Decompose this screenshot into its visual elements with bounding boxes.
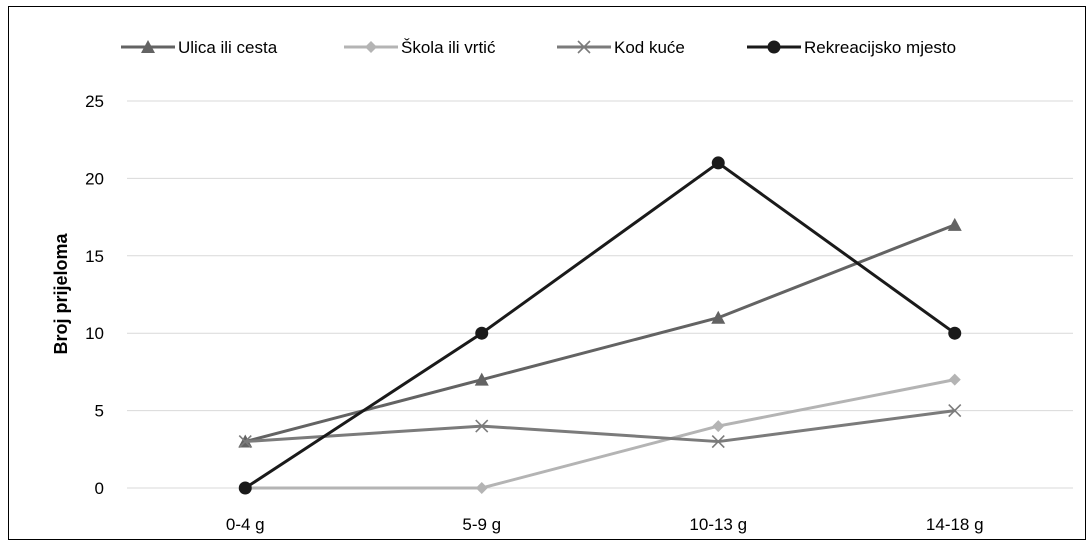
legend-label: Škola ili vrtić (401, 38, 496, 57)
legend-marker (577, 40, 591, 54)
legend-label: Rekreacijsko mjesto (804, 38, 956, 57)
series-line (245, 409, 955, 444)
data-point (475, 326, 489, 340)
y-tick-label: 10 (85, 324, 104, 343)
series-line (245, 378, 956, 490)
y-tick-labels: 0 5 10 15 20 25 (85, 92, 104, 498)
x-tick-label: 14-18 g (926, 515, 984, 534)
data-point (711, 156, 725, 170)
series-line (244, 161, 956, 490)
y-tick-label: 5 (95, 402, 104, 421)
legend-item: Ulica ili cesta (121, 38, 278, 57)
series-rekreacijsko-mjesto (238, 156, 962, 495)
x-tick-label: 5-9 g (462, 515, 501, 534)
y-tick-label: 20 (85, 169, 104, 188)
legend-marker (141, 40, 155, 53)
data-point (475, 419, 489, 433)
chart-frame (8, 6, 1086, 540)
data-point (238, 434, 252, 449)
legend-item: Škola ili vrtić (344, 38, 496, 57)
y-axis-label: Broj prijeloma (51, 233, 71, 355)
series-kod-kuce (238, 404, 962, 449)
legend-marker (767, 40, 781, 54)
legend-marker (365, 41, 377, 53)
series-group (238, 156, 962, 495)
data-point (712, 420, 725, 433)
data-point (948, 404, 962, 418)
data-point (948, 373, 961, 386)
data-point (475, 482, 488, 494)
x-tick-label: 10-13 g (689, 515, 747, 534)
x-tick-label: 0-4 g (226, 515, 265, 534)
y-tick-label: 0 (95, 479, 104, 498)
legend-item: Rekreacijsko mjesto (747, 38, 956, 57)
legend-label: Ulica ili cesta (178, 38, 278, 57)
y-tick-label: 25 (85, 92, 104, 111)
legend-item: Kod kuće (557, 38, 685, 57)
data-point (474, 372, 489, 386)
legend-label: Kod kuće (614, 38, 685, 57)
y-tick-label: 15 (85, 247, 104, 266)
data-point (711, 434, 725, 449)
data-point (947, 217, 962, 231)
legend: Ulica ili cesta Škola ili vrtić Kod kuće Re… (121, 38, 956, 57)
x-tick-labels: 0-4 g 5-9 g 10-13 g 14-18 g (226, 515, 984, 534)
gridlines (127, 100, 1073, 412)
data-point (238, 481, 252, 495)
data-point (711, 310, 726, 324)
data-point (948, 326, 962, 340)
